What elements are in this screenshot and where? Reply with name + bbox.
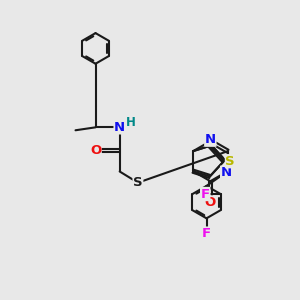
Text: H: H [126, 116, 136, 128]
Text: S: S [133, 176, 143, 189]
Text: S: S [226, 155, 235, 168]
Text: F: F [202, 227, 211, 240]
Text: N: N [114, 121, 125, 134]
Text: O: O [205, 196, 216, 209]
Text: F: F [201, 188, 210, 200]
Text: N: N [205, 133, 216, 146]
Text: O: O [90, 144, 101, 157]
Text: N: N [221, 166, 232, 179]
